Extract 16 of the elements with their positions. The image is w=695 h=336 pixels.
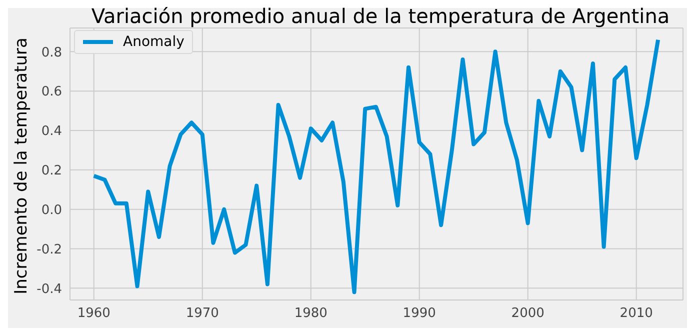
y-tick-label: 0.0 [41, 202, 62, 218]
y-tick-label: -0.2 [36, 242, 62, 258]
x-tick-label: 1980 [294, 306, 328, 322]
x-tick-label: 1970 [186, 306, 219, 322]
y-axis-title: Incremento de la temperatura [11, 38, 32, 294]
y-tick-label: -0.4 [36, 282, 62, 297]
x-tick-label: 2010 [620, 306, 653, 322]
x-tick-label: 2000 [511, 306, 544, 322]
x-tick-label: 1960 [77, 306, 110, 322]
y-tick-label: 0.2 [41, 164, 62, 179]
legend-label: Anomaly [123, 34, 184, 50]
y-tick-label: 0.4 [41, 124, 62, 140]
y-tick-label: 0.6 [41, 84, 62, 100]
x-tick-label: 1990 [402, 306, 436, 322]
chart-title: Variación promedio anual de la temperatura de Argentina [90, 4, 671, 28]
y-tick-label: 0.8 [41, 45, 62, 60]
